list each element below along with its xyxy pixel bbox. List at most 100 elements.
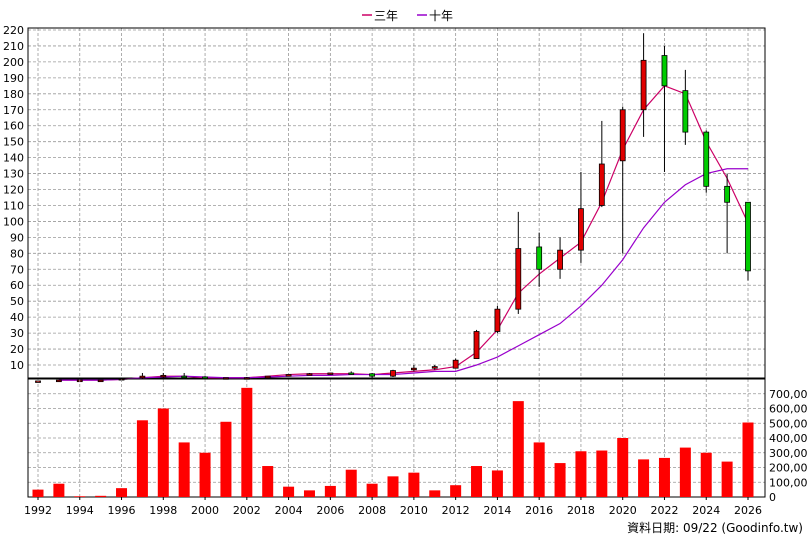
price-y-tick-label: 80 — [10, 247, 24, 260]
volume-bar — [471, 466, 483, 497]
price-y-tick-label: 10 — [10, 359, 24, 372]
x-tick-label: 2006 — [316, 504, 344, 517]
ma-line-十年 — [58, 168, 748, 381]
volume-bar — [32, 489, 44, 497]
candle-body — [515, 248, 522, 310]
price-y-tick-label: 140 — [3, 152, 24, 165]
price-y-tick-label: 60 — [10, 279, 24, 292]
volume-y-tick-label: 500,000 — [769, 417, 808, 430]
x-tick-label: 1998 — [149, 504, 177, 517]
x-tick-label: 2004 — [275, 504, 303, 517]
price-y-tick-label: 50 — [10, 295, 24, 308]
volume-bar — [324, 485, 336, 497]
price-plot-area — [28, 28, 765, 378]
candle-body — [473, 331, 480, 360]
volume-bar — [283, 486, 295, 497]
candle-body — [598, 163, 605, 206]
price-panel: 10 20 30 40 50 60 70 80 90 100 110 120 130 140 150 160 1… — [3, 24, 766, 383]
candle-body — [160, 374, 167, 378]
volume-bar — [262, 466, 274, 497]
volume-bar — [199, 452, 211, 497]
candle-body — [640, 59, 647, 111]
candle-body — [431, 366, 438, 369]
x-tick-label: 2000 — [191, 504, 219, 517]
candle-body — [557, 249, 563, 270]
volume-y-tick-label: 100,000 — [769, 476, 808, 489]
volume-y-tick-label: 700,000 — [769, 388, 808, 401]
candle-body — [745, 201, 751, 272]
x-tick-label: 2018 — [567, 504, 595, 517]
candle-body — [724, 185, 731, 203]
x-tick-label: 2020 — [609, 504, 637, 517]
volume-y-tick-label: 600,000 — [769, 403, 808, 416]
volume-bar — [575, 451, 587, 497]
price-y-tick-label: 120 — [3, 184, 24, 197]
candle-body — [97, 379, 104, 383]
candle-body — [202, 376, 208, 379]
x-tick-label: 2012 — [442, 504, 470, 517]
price-y-tick-label: 170 — [3, 104, 24, 117]
volume-bar — [408, 472, 420, 497]
candle-body — [139, 375, 146, 379]
volume-bar — [241, 387, 253, 497]
volume-bar — [220, 421, 232, 497]
volume-bar — [617, 438, 629, 497]
volume-y-tick-label: 300,000 — [769, 447, 808, 460]
volume-bar — [345, 469, 357, 497]
x-tick-label: 2026 — [734, 504, 762, 517]
candle-body — [390, 370, 396, 377]
candle-body — [494, 308, 501, 332]
volume-bar — [53, 483, 65, 497]
price-plot-frame — [27, 27, 766, 379]
candle-body — [285, 374, 292, 377]
candle-body — [682, 90, 689, 133]
volume-bar — [450, 485, 462, 497]
volume-bar — [638, 459, 650, 497]
volume-bar — [554, 463, 566, 497]
candle-body — [181, 375, 188, 379]
price-y-tick-label: 180 — [3, 88, 24, 101]
candle-body — [55, 379, 62, 383]
volume-bar — [116, 488, 128, 497]
price-y-tick-label: 150 — [3, 136, 24, 149]
candle-body — [703, 131, 710, 187]
volume-bar — [429, 490, 441, 497]
volume-bar — [742, 422, 754, 497]
x-tick-label: 2008 — [358, 504, 386, 517]
source-note: 資料日期: 09/22 (Goodinfo.tw) — [627, 521, 803, 535]
volume-bar — [679, 447, 691, 497]
candle-body — [661, 55, 668, 87]
candle-body — [410, 367, 417, 371]
volume-bar — [387, 476, 399, 497]
x-tick-label: 2016 — [525, 504, 553, 517]
price-y-tick-label: 30 — [10, 327, 24, 340]
volume-bar — [721, 461, 733, 497]
volume-bar — [303, 490, 315, 497]
volume-bar — [700, 452, 712, 497]
candle-body — [369, 373, 376, 377]
x-tick-label: 1996 — [108, 504, 136, 517]
volume-bar — [366, 483, 378, 497]
price-y-tick-label: 190 — [3, 72, 24, 85]
legend-label: 十年 — [429, 9, 453, 23]
candle-body — [348, 372, 355, 375]
volume-y-tick-label: 0 — [769, 491, 776, 504]
candle-body — [619, 109, 626, 162]
chart-legend: 三年 十年 — [362, 9, 453, 23]
volume-bar — [658, 457, 670, 497]
volume-bar — [74, 496, 86, 497]
volume-bar — [596, 450, 608, 497]
volume-y-tick-label: 200,000 — [769, 462, 808, 475]
candle-body — [264, 375, 271, 379]
x-tick-label: 2024 — [692, 504, 720, 517]
candle-body — [578, 208, 584, 251]
volume-bar — [95, 495, 107, 497]
price-y-tick-label: 160 — [3, 120, 24, 133]
price-y-tick-label: 130 — [3, 168, 24, 181]
x-tick-label: 1994 — [66, 504, 94, 517]
candle-body — [306, 373, 313, 376]
price-y-tick-label: 40 — [10, 311, 24, 324]
x-tick-label: 2010 — [400, 504, 428, 517]
price-y-tick-label: 210 — [3, 40, 24, 53]
volume-bar — [491, 470, 503, 497]
